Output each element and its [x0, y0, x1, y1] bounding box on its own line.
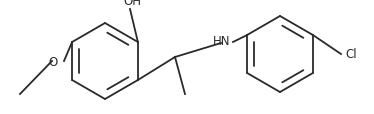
Text: Cl: Cl [345, 48, 357, 61]
Text: O: O [49, 55, 58, 68]
Text: OH: OH [123, 0, 141, 8]
Text: HN: HN [213, 35, 230, 48]
